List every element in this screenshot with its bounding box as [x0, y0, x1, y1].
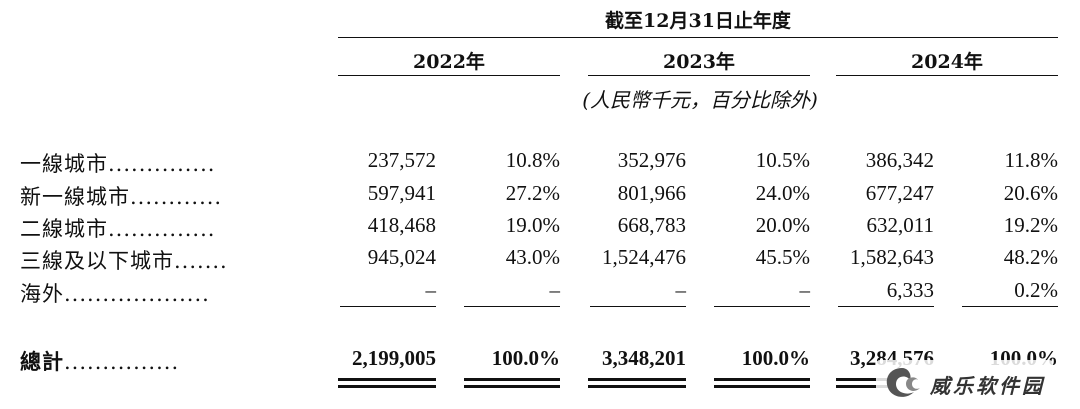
cell-total-2023-amount: 3,348,201: [602, 346, 686, 370]
row-label-new-tier1: 新一線城市............: [20, 185, 223, 209]
cell-tier1-2023-amount: 352,976: [617, 148, 686, 172]
cell-new-tier1-2023-amount: 801,966: [617, 181, 686, 205]
swirl-logo-icon: [886, 368, 920, 397]
cell-tier1-2024-pct: 11.8%: [1004, 148, 1058, 172]
subtotal-rule: [340, 306, 436, 307]
cell-overseas-2023-pct: –: [799, 278, 811, 302]
cell-tier1-2022-pct: 10.8%: [505, 148, 560, 172]
total-double-rule: [464, 385, 560, 388]
total-double-rule: [588, 385, 686, 388]
period-header: 截至12月31日止年度: [605, 10, 791, 32]
cell-overseas-2023-amount: –: [675, 278, 687, 302]
subtotal-rule: [962, 306, 1058, 307]
year-rule-2023: [588, 75, 810, 76]
cell-tier2-2022-pct: 19.0%: [505, 213, 560, 237]
cell-total-2023-pct: 100.0%: [741, 346, 810, 370]
total-double-rule: [338, 385, 436, 388]
cell-tier3-2023-amount: 1,524,476: [602, 245, 686, 269]
watermark-logo: 威乐软件园: [876, 360, 1053, 408]
year-rule-2022: [338, 75, 560, 76]
row-label-tier1: 一線城市..............: [20, 152, 216, 176]
cell-new-tier1-2024-pct: 20.6%: [1003, 181, 1058, 205]
total-double-rule: [464, 378, 560, 381]
cell-tier3-2024-amount: 1,582,643: [850, 245, 934, 269]
cell-total-2022-amount: 2,199,005: [352, 346, 436, 370]
total-double-rule: [714, 385, 810, 388]
row-label-total: 總計...............: [20, 349, 180, 374]
unit-note: (人民幣千元，百分比除外): [582, 88, 818, 112]
cell-tier3-2022-pct: 43.0%: [505, 245, 560, 269]
row-label-tier2: 二線城市..............: [20, 217, 216, 241]
cell-tier2-2022-amount: 418,468: [367, 213, 436, 237]
subtotal-rule: [714, 306, 810, 307]
watermark-text: 威乐软件园: [930, 373, 1045, 398]
year-header-2024: 2024年: [911, 51, 983, 73]
cell-tier2-2024-amount: 632,011: [866, 213, 934, 237]
row-label-tier3-below: 三線及以下城市.......: [20, 249, 228, 273]
cell-tier2-2023-amount: 668,783: [617, 213, 686, 237]
cell-overseas-2024-amount: 6,333: [886, 278, 934, 302]
row-label-overseas: 海外...................: [20, 282, 210, 306]
period-header-rule: [338, 37, 1058, 38]
year-header-2022: 2022年: [413, 51, 485, 73]
cell-new-tier1-2023-pct: 24.0%: [755, 181, 810, 205]
total-double-rule: [836, 378, 894, 381]
cell-total-2022-pct: 100.0%: [491, 346, 560, 370]
total-double-rule: [836, 385, 894, 388]
cell-tier2-2024-pct: 19.2%: [1003, 213, 1058, 237]
subtotal-rule: [838, 306, 934, 307]
cell-tier3-2022-amount: 945,024: [367, 245, 436, 269]
cell-new-tier1-2022-amount: 597,941: [367, 181, 436, 205]
cell-tier2-2023-pct: 20.0%: [755, 213, 810, 237]
subtotal-rule: [464, 306, 560, 307]
cell-overseas-2022-pct: –: [549, 278, 561, 302]
cell-new-tier1-2024-amount: 677,247: [865, 181, 934, 205]
total-double-rule: [588, 378, 686, 381]
year-rule-2024: [836, 75, 1058, 76]
cell-tier1-2024-amount: 386,342: [865, 148, 934, 172]
total-double-rule: [338, 378, 436, 381]
cell-new-tier1-2022-pct: 27.2%: [505, 181, 560, 205]
cell-overseas-2022-amount: –: [425, 278, 437, 302]
cell-overseas-2024-pct: 0.2%: [1014, 278, 1058, 302]
cell-tier3-2024-pct: 48.2%: [1003, 245, 1058, 269]
year-header-2023: 2023年: [663, 51, 735, 73]
cell-tier1-2023-pct: 10.5%: [755, 148, 810, 172]
subtotal-rule: [590, 306, 686, 307]
cell-tier1-2022-amount: 237,572: [367, 148, 436, 172]
cell-tier3-2023-pct: 45.5%: [755, 245, 810, 269]
total-double-rule: [714, 378, 810, 381]
